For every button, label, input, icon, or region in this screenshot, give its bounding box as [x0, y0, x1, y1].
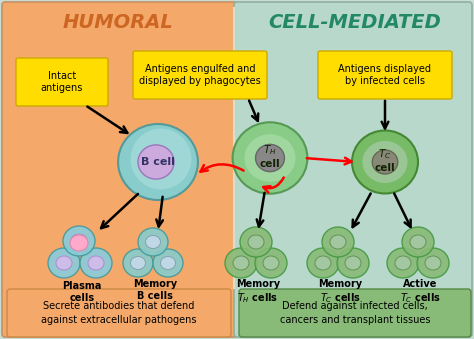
Text: Plasma
cells: Plasma cells	[62, 281, 102, 303]
Ellipse shape	[363, 141, 408, 183]
Text: Active
$T_C$ cells: Active $T_C$ cells	[400, 279, 440, 305]
FancyBboxPatch shape	[239, 289, 471, 337]
Ellipse shape	[48, 248, 80, 278]
Ellipse shape	[233, 256, 249, 270]
Ellipse shape	[161, 257, 175, 270]
Ellipse shape	[425, 256, 441, 270]
Ellipse shape	[372, 150, 398, 174]
Text: Memory
B cells: Memory B cells	[133, 279, 177, 301]
Text: Memory
$T_H$ cells: Memory $T_H$ cells	[236, 279, 280, 305]
FancyBboxPatch shape	[133, 51, 267, 99]
Text: Memory
$T_C$ cells: Memory $T_C$ cells	[318, 279, 362, 305]
Ellipse shape	[263, 256, 279, 270]
Ellipse shape	[71, 234, 87, 248]
Text: Antigens engulfed and
displayed by phagocytes: Antigens engulfed and displayed by phago…	[139, 64, 261, 86]
Ellipse shape	[330, 235, 346, 249]
Ellipse shape	[245, 134, 295, 182]
Ellipse shape	[88, 256, 104, 270]
Text: Intact
antigens: Intact antigens	[41, 71, 83, 93]
Ellipse shape	[255, 144, 284, 172]
Ellipse shape	[402, 227, 434, 257]
Ellipse shape	[410, 235, 426, 249]
Ellipse shape	[240, 227, 272, 257]
Text: Defend against infected cells,
cancers and transplant tissues: Defend against infected cells, cancers a…	[280, 301, 430, 325]
Text: B cell: B cell	[141, 157, 175, 167]
Ellipse shape	[395, 256, 411, 270]
Text: CELL-MEDIATED: CELL-MEDIATED	[269, 13, 441, 32]
Ellipse shape	[322, 227, 354, 257]
Ellipse shape	[352, 131, 418, 194]
Ellipse shape	[80, 248, 112, 278]
Ellipse shape	[387, 248, 419, 278]
Text: $T_H$
cell: $T_H$ cell	[260, 143, 280, 169]
Text: $T_C$
cell: $T_C$ cell	[374, 147, 395, 173]
FancyBboxPatch shape	[7, 289, 231, 337]
Ellipse shape	[337, 248, 369, 278]
Ellipse shape	[315, 256, 331, 270]
FancyBboxPatch shape	[318, 51, 452, 99]
Ellipse shape	[138, 228, 168, 256]
Ellipse shape	[248, 235, 264, 249]
Text: Secrete antibodies that defend
against extracellular pathogens: Secrete antibodies that defend against e…	[41, 301, 197, 325]
Text: Antigens displayed
by infected cells: Antigens displayed by infected cells	[338, 64, 431, 86]
Ellipse shape	[225, 248, 257, 278]
Ellipse shape	[153, 249, 183, 277]
Ellipse shape	[56, 256, 72, 270]
FancyBboxPatch shape	[16, 58, 108, 106]
FancyBboxPatch shape	[234, 2, 472, 337]
Ellipse shape	[131, 128, 191, 190]
Ellipse shape	[233, 122, 308, 194]
Ellipse shape	[70, 235, 88, 251]
FancyBboxPatch shape	[2, 2, 237, 337]
Ellipse shape	[255, 248, 287, 278]
Ellipse shape	[63, 226, 95, 256]
Ellipse shape	[123, 249, 153, 277]
Text: HUMORAL: HUMORAL	[63, 13, 173, 32]
Ellipse shape	[146, 236, 161, 248]
Ellipse shape	[307, 248, 339, 278]
Ellipse shape	[118, 124, 198, 200]
Ellipse shape	[130, 257, 146, 270]
Ellipse shape	[417, 248, 449, 278]
Ellipse shape	[345, 256, 361, 270]
Ellipse shape	[138, 145, 174, 179]
